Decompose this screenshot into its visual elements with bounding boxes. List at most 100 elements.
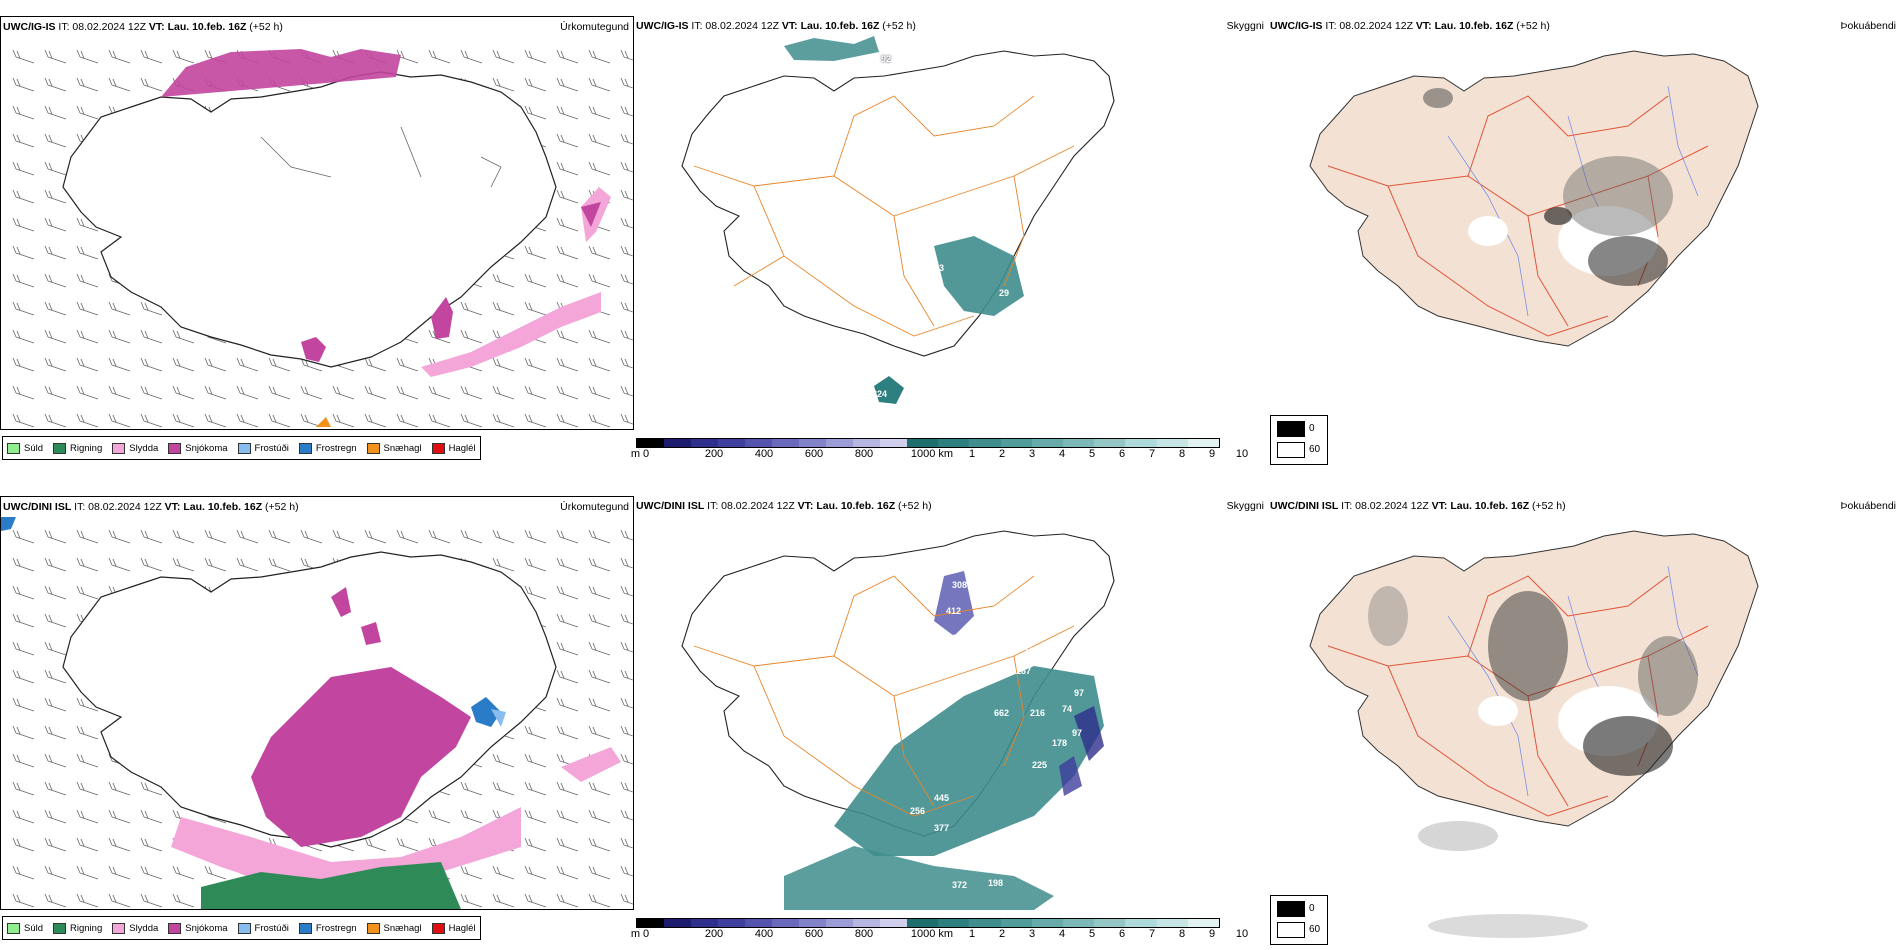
wind-barb	[556, 585, 579, 600]
panel-header: UWC/IG-IS IT: 08.02.2024 12Z VT: Lau. 10…	[1270, 20, 1896, 32]
wind-barb	[76, 385, 99, 400]
visibility-value-label: 445	[934, 793, 949, 803]
wind-barb	[492, 753, 515, 768]
legend-item: Frostregn	[298, 922, 357, 934]
wind-barb	[588, 273, 611, 288]
wind-barb	[556, 133, 579, 148]
wind-barb	[108, 529, 131, 544]
wind-barb	[76, 865, 99, 880]
wind-barb	[268, 357, 291, 372]
wind-barb	[140, 557, 163, 572]
panel-fog-dini: UWC/DINI ISL IT: 08.02.2024 12Z VT: Lau.…	[1268, 496, 1900, 944]
wind-barb	[620, 357, 633, 369]
colorbar-segment	[718, 919, 745, 927]
wind-barb	[492, 49, 515, 64]
wind-barb	[524, 837, 547, 852]
legend-item: Slydda	[112, 442, 158, 454]
wind-barb	[460, 49, 483, 64]
legend-label: Snæhagl	[383, 922, 422, 934]
wind-barb	[620, 273, 633, 285]
panel-header: UWC/IG-IS IT: 08.02.2024 12Z VT: Lau. 10…	[3, 21, 629, 33]
wind-barb	[396, 357, 419, 372]
wind-barb	[44, 641, 67, 656]
wind-barb	[108, 413, 131, 428]
wind-barb	[236, 357, 259, 372]
wind-barb	[620, 697, 633, 709]
low-vis-area	[1059, 756, 1082, 796]
colorbar-swatches	[636, 918, 1220, 928]
wind-barb	[76, 217, 99, 232]
wind-barb	[236, 529, 259, 544]
wind-barb	[588, 413, 611, 428]
snow-area	[161, 49, 401, 97]
wind-barb	[556, 329, 579, 344]
panel-precip-type-igis: UWC/IG-IS IT: 08.02.2024 12Z VT: Lau. 10…	[0, 16, 634, 464]
colorbar-segment	[1094, 919, 1126, 927]
colorbar-segment	[880, 439, 907, 447]
legend-label: Súld	[24, 922, 44, 934]
wind-barb	[76, 413, 99, 428]
wind-barb	[620, 301, 633, 313]
wind-barb	[44, 753, 67, 768]
colorbar-tick-label: 7	[1148, 928, 1156, 940]
legend-swatch	[53, 922, 67, 934]
colorbar-segment	[938, 919, 970, 927]
wind-barb	[620, 217, 633, 229]
colorbar-segment	[799, 439, 826, 447]
svg-text:63: 63	[934, 263, 944, 273]
wind-barb	[44, 161, 67, 176]
wind-barb	[76, 725, 99, 740]
wind-barb	[300, 529, 323, 544]
wind-barb	[524, 385, 547, 400]
visibility-value-label: 412	[946, 606, 961, 616]
wind-barb	[396, 385, 419, 400]
wind-barb	[12, 133, 35, 148]
wind-barb	[588, 893, 611, 908]
freezing-rain-area	[1, 517, 16, 531]
low-vis-area	[934, 571, 974, 636]
wind-barb	[268, 557, 291, 572]
wind-barb	[588, 245, 611, 260]
wind-barb	[620, 613, 633, 625]
wind-barb	[76, 809, 99, 824]
colorbar-tick-label: 1	[968, 448, 976, 460]
wind-barb	[44, 893, 67, 908]
wind-barb	[588, 613, 611, 628]
wind-barb	[492, 385, 515, 400]
cloud-swatch-light	[1277, 922, 1305, 938]
visibility-colorbar: m 0 200 400 600 800 1000 km 1 2 3 4 5 6 7 8 9 10	[631, 438, 1268, 464]
colorbar-segment	[772, 439, 799, 447]
wind-barb	[620, 557, 633, 569]
legend-swatch	[112, 922, 126, 934]
colorbar-segment	[772, 919, 799, 927]
wind-barb	[44, 133, 67, 148]
wind-barb	[556, 161, 579, 176]
colorbar-segment	[691, 439, 718, 447]
iceland-map-fog	[1309, 530, 1759, 938]
wind-barb	[12, 105, 35, 120]
product-title: Þokuábendi	[1840, 500, 1896, 512]
wind-barb	[172, 557, 195, 572]
colorbar-tick-label: 800	[854, 928, 874, 940]
fog-area	[1418, 821, 1498, 851]
wind-barb	[108, 865, 131, 880]
cloud-swatch-dark	[1277, 901, 1305, 917]
wind-barb	[492, 781, 515, 796]
panel-header: UWC/DINI ISL IT: 08.02.2024 12Z VT: Lau.…	[3, 501, 629, 513]
fog-area	[1368, 586, 1408, 646]
wind-barb	[108, 837, 131, 852]
wind-barb	[428, 385, 451, 400]
product-title: Úrkomutegund	[560, 21, 629, 33]
svg-text:824: 824	[872, 389, 887, 399]
colorbar-segment	[1062, 439, 1095, 447]
wind-barb	[460, 809, 483, 824]
panel-header: UWC/DINI ISL IT: 08.02.2024 12Z VT: Lau.…	[1270, 500, 1896, 512]
wind-barb	[44, 697, 67, 712]
wind-barb	[620, 385, 633, 397]
colorbar-segment	[853, 919, 880, 927]
wind-barb	[12, 865, 35, 880]
wind-barb	[620, 529, 633, 541]
wind-barb	[620, 413, 633, 425]
visibility-value-label: 307	[964, 638, 979, 648]
